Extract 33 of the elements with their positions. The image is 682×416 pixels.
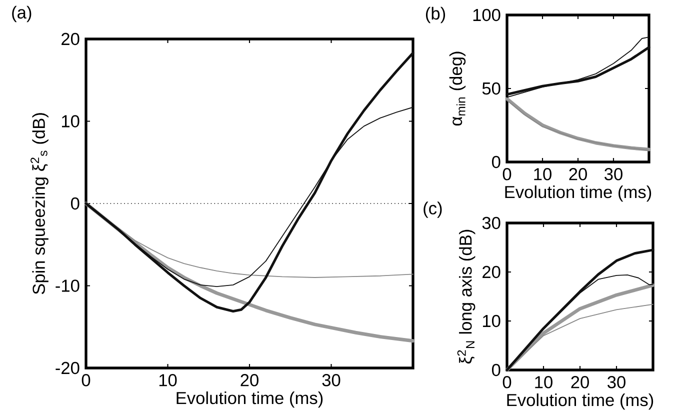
x-tick-label: 0 xyxy=(82,374,90,386)
x-tick-label: 20 xyxy=(571,376,589,388)
y-tick-label: 30 xyxy=(482,216,500,230)
x-tick-label: 10 xyxy=(535,376,552,388)
y-tick-label: 10 xyxy=(62,115,80,128)
x-tick-label: 0 xyxy=(502,376,512,388)
x-tick-label: 10 xyxy=(159,374,177,386)
x-tick-label: 0 xyxy=(502,168,512,180)
y-tick-label: 0 xyxy=(492,156,500,168)
y-tick-label: 20 xyxy=(482,266,500,278)
x-axis-title: Evolution time (ms) xyxy=(176,391,323,408)
y-axis-title: α$_{min}$ (deg) xyxy=(449,52,466,126)
x-tick-label: 10 xyxy=(534,168,552,180)
x-tick-label: 30 xyxy=(608,376,626,388)
y-axis-title: ξ$^{2}$$_{N}$ long axis (dB) xyxy=(457,230,476,364)
y-tick-label: -20 xyxy=(56,362,80,374)
chart-title: (a) xyxy=(12,6,32,22)
x-axis-title: Evolution time (ms) xyxy=(507,393,654,410)
x-tick-label: 30 xyxy=(604,168,622,180)
x-tick-label: 20 xyxy=(569,168,587,180)
y-tick-label: 0 xyxy=(492,364,500,376)
y-tick-label: 0 xyxy=(70,197,80,210)
y-axis-title: Spin squeezing ξ$^{2}$$_{s}$ (dB) xyxy=(30,113,48,294)
y-tick-label: -10 xyxy=(56,280,80,292)
chart-title: (c) xyxy=(424,202,442,218)
y-tick-label: 50 xyxy=(482,82,500,95)
chart-title: (b) xyxy=(426,6,446,24)
x-tick-label: 20 xyxy=(240,374,258,386)
y-tick-label: 100 xyxy=(473,8,500,22)
y-tick-label: 20 xyxy=(62,32,80,46)
x-tick-label: 30 xyxy=(322,374,340,386)
y-tick-label: 10 xyxy=(482,314,500,328)
x-axis-title: Evolution time (ms) xyxy=(505,185,652,202)
